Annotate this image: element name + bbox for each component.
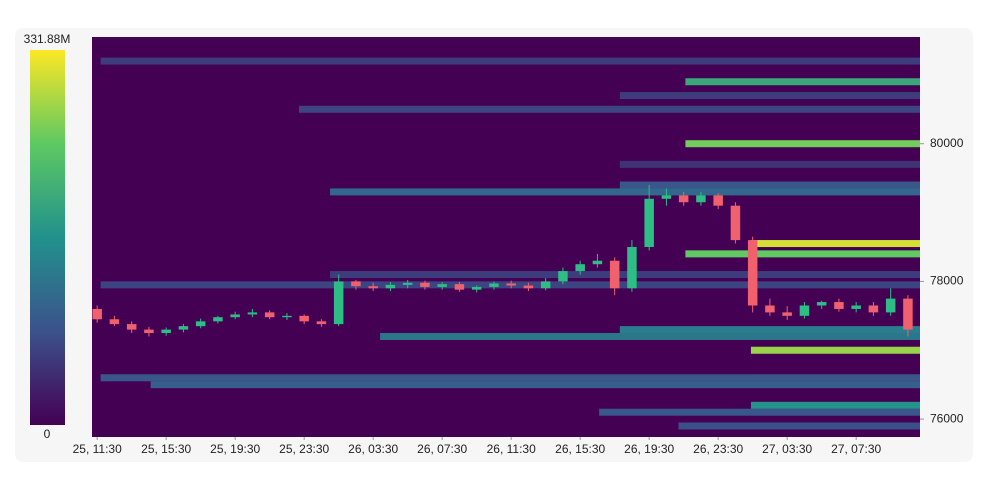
candle-body [834, 302, 844, 309]
heat-band [619, 160, 920, 168]
candle-body [816, 302, 827, 306]
candle-body [402, 282, 413, 285]
candle-body [333, 281, 344, 325]
candle-body [247, 312, 258, 315]
candle-body [213, 317, 223, 322]
heat-band [685, 250, 920, 258]
y-tick-label: 80000 [930, 136, 964, 150]
candle-body [868, 305, 879, 313]
x-tick-label: 27, 03:30 [762, 442, 812, 456]
candle-body [609, 260, 620, 289]
heat-band [330, 188, 920, 196]
candle-body [592, 260, 603, 265]
candle-body [730, 205, 741, 241]
colorbar-label: 331.88M [24, 32, 71, 46]
x-tick-label: 26, 11:30 [487, 442, 536, 456]
candle-body [540, 281, 551, 289]
candle-body [713, 195, 723, 206]
candle-body [799, 305, 810, 316]
x-tick-label: 25, 11:30 [73, 442, 122, 456]
candle-body [523, 285, 534, 289]
candle-body [782, 312, 792, 316]
heat-band [685, 140, 920, 148]
candle-body [471, 286, 482, 290]
heat-band [685, 78, 920, 86]
x-tick-label: 26, 03:30 [348, 442, 398, 456]
candle-body [696, 195, 706, 203]
candle-body [747, 240, 758, 306]
candle-body [178, 326, 189, 330]
candle-body [661, 195, 672, 199]
candle-body [161, 329, 171, 334]
candle-body [109, 319, 120, 325]
candle-body [316, 321, 327, 325]
x-tick-label: 26, 15:30 [555, 442, 605, 456]
heat-band [750, 346, 920, 354]
candle-body [851, 305, 861, 309]
x-tick-label: 25, 19:30 [210, 442, 260, 456]
heat-band [150, 381, 920, 389]
heat-band [619, 181, 920, 189]
candle-body [420, 282, 430, 287]
colorbar [30, 50, 65, 425]
candle-body [627, 246, 637, 289]
candle-body [351, 281, 361, 287]
y-tick-label: 78000 [930, 274, 964, 288]
plot-area [92, 37, 920, 437]
candle-body [195, 321, 206, 327]
candle-body [885, 298, 896, 313]
candle-body [678, 195, 689, 203]
candle-body [454, 284, 465, 290]
heat-band [678, 422, 920, 430]
candle-body [437, 284, 447, 287]
x-tick-label: 26, 23:30 [693, 442, 743, 456]
candle-body [575, 264, 585, 272]
candle-body [144, 329, 154, 334]
heat-band [100, 57, 920, 65]
y-tick-label: 76000 [930, 411, 964, 425]
candle-body [264, 312, 275, 318]
candle-body [282, 315, 292, 318]
heat-band [619, 326, 920, 334]
candle-body [92, 308, 102, 320]
heat-band [299, 105, 920, 113]
candle-body [368, 286, 378, 289]
heat-band [599, 408, 920, 416]
heat-band [750, 401, 920, 409]
candle-body [903, 298, 913, 330]
heat-band [750, 240, 920, 248]
x-tick-label: 27, 07:30 [831, 442, 881, 456]
heat-band [330, 271, 920, 279]
candle-body [506, 283, 516, 286]
candle-body [558, 271, 568, 282]
x-tick-label: 25, 23:30 [279, 442, 329, 456]
candle-body [644, 198, 654, 247]
candle-body [230, 314, 240, 318]
x-tick-label: 26, 07:30 [417, 442, 467, 456]
candle-body [385, 284, 396, 289]
candle-body [299, 315, 309, 322]
x-tick-label: 25, 15:30 [141, 442, 191, 456]
heat-band [619, 92, 920, 100]
colorbar-label: 0 [44, 427, 51, 441]
candle-body [489, 283, 499, 287]
candle-body [126, 324, 137, 330]
heat-band [380, 332, 920, 340]
x-tick-label: 26, 19:30 [624, 442, 674, 456]
candle-body [765, 305, 775, 313]
heat-band [100, 374, 920, 382]
